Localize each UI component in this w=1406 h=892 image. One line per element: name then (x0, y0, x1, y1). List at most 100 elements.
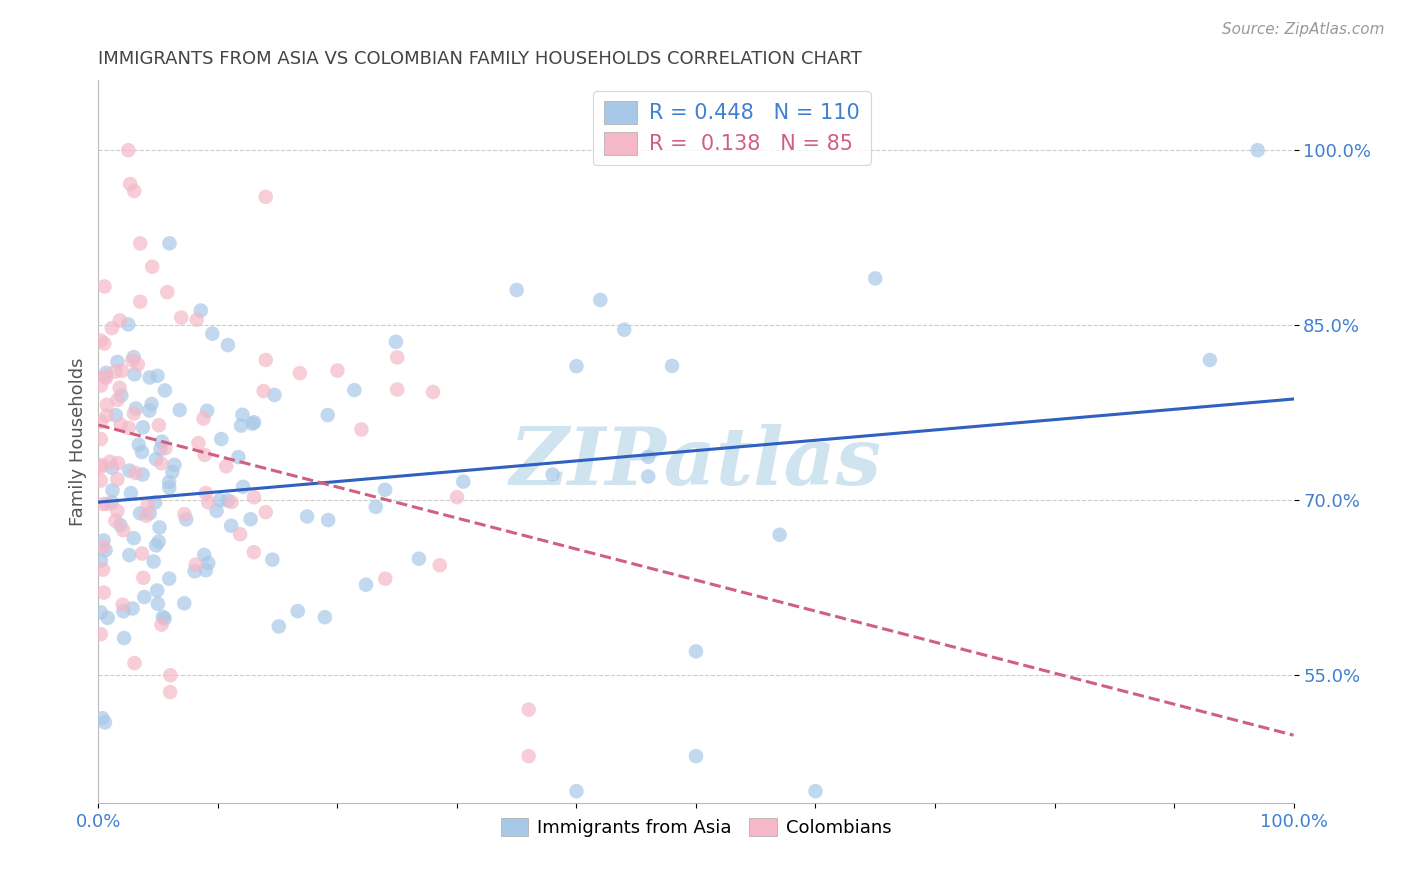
Point (96, 409, 118, 423)
Point (142, 555, 165, 569)
Point (117, 318, 139, 332)
Point (219, 518, 242, 533)
Point (124, 184, 146, 198)
Point (110, 388, 132, 402)
Point (195, 403, 218, 417)
Point (101, 483, 124, 498)
Point (108, 381, 131, 395)
Point (209, 432, 232, 446)
Point (124, 368, 146, 382)
Point (429, 558, 451, 573)
Point (152, 610, 174, 624)
Point (124, 466, 146, 480)
Point (228, 450, 250, 464)
Point (90, 432, 112, 446)
Point (90, 627, 112, 641)
Point (194, 448, 217, 462)
Text: ZIPatlas: ZIPatlas (510, 425, 882, 502)
Point (120, 177, 142, 191)
Point (685, 644, 707, 658)
Point (685, 749, 707, 764)
Point (148, 520, 170, 534)
Point (217, 338, 239, 352)
Point (129, 236, 152, 251)
Point (162, 465, 184, 479)
Point (132, 571, 155, 585)
Point (229, 418, 252, 433)
Point (231, 408, 253, 422)
Point (98, 455, 121, 469)
Point (190, 303, 212, 318)
Point (159, 668, 181, 682)
Point (96, 497, 118, 511)
Point (91, 540, 114, 554)
Point (97, 611, 120, 625)
Point (118, 548, 141, 562)
Point (118, 421, 141, 435)
Point (121, 353, 143, 368)
Point (385, 351, 409, 365)
Legend: Immigrants from Asia, Colombians: Immigrants from Asia, Colombians (494, 811, 898, 845)
Point (96, 398, 118, 412)
Point (517, 749, 540, 764)
Point (112, 631, 135, 645)
Point (93, 585, 115, 599)
Point (208, 493, 231, 508)
Point (110, 518, 132, 533)
Point (104, 365, 127, 379)
Point (263, 388, 285, 402)
Point (1247, 143, 1270, 157)
Point (565, 359, 588, 374)
Point (197, 495, 219, 509)
Point (136, 498, 159, 512)
Point (215, 459, 238, 474)
Point (159, 236, 181, 251)
Point (422, 384, 444, 399)
Point (295, 509, 318, 524)
Point (112, 604, 135, 618)
Point (125, 401, 148, 416)
Point (183, 564, 205, 578)
Point (149, 442, 172, 456)
Point (205, 504, 228, 518)
Point (131, 547, 153, 561)
Point (194, 486, 217, 500)
Point (138, 403, 160, 417)
Point (221, 495, 243, 509)
Point (613, 323, 636, 337)
Point (108, 313, 131, 327)
Point (101, 321, 124, 335)
Point (90, 459, 112, 474)
Point (110, 417, 132, 432)
Point (94, 371, 117, 385)
Point (120, 486, 142, 500)
Point (446, 490, 468, 504)
Point (197, 556, 219, 570)
Point (354, 578, 377, 592)
Point (229, 527, 252, 541)
Point (163, 458, 186, 472)
Point (107, 355, 129, 369)
Point (150, 456, 173, 470)
Point (148, 418, 170, 433)
Point (637, 469, 659, 483)
Point (193, 411, 215, 425)
Point (94, 543, 117, 558)
Point (155, 442, 177, 456)
Point (243, 545, 266, 559)
Point (90, 554, 112, 568)
Point (243, 415, 266, 429)
Point (90, 458, 112, 472)
Point (101, 495, 124, 509)
Point (129, 506, 152, 520)
Point (101, 461, 124, 475)
Point (374, 572, 396, 586)
Point (343, 383, 366, 397)
Point (374, 483, 396, 497)
Point (141, 397, 163, 411)
Point (254, 353, 277, 368)
Point (288, 366, 311, 380)
Point (194, 563, 217, 577)
Point (252, 384, 274, 398)
Point (187, 436, 209, 450)
